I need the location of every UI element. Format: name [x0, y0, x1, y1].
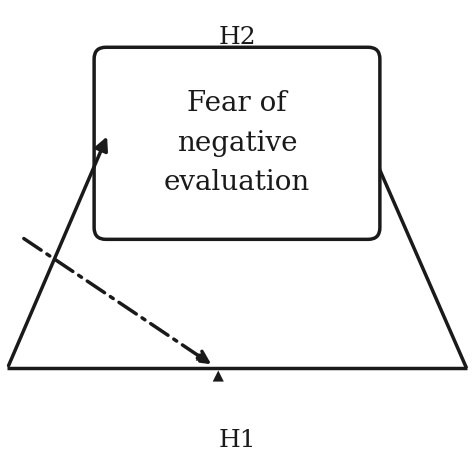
Text: H2: H2: [218, 26, 256, 49]
Text: Fear of
negative
evaluation: Fear of negative evaluation: [164, 90, 310, 196]
Text: H1: H1: [218, 429, 256, 453]
FancyBboxPatch shape: [94, 47, 380, 239]
